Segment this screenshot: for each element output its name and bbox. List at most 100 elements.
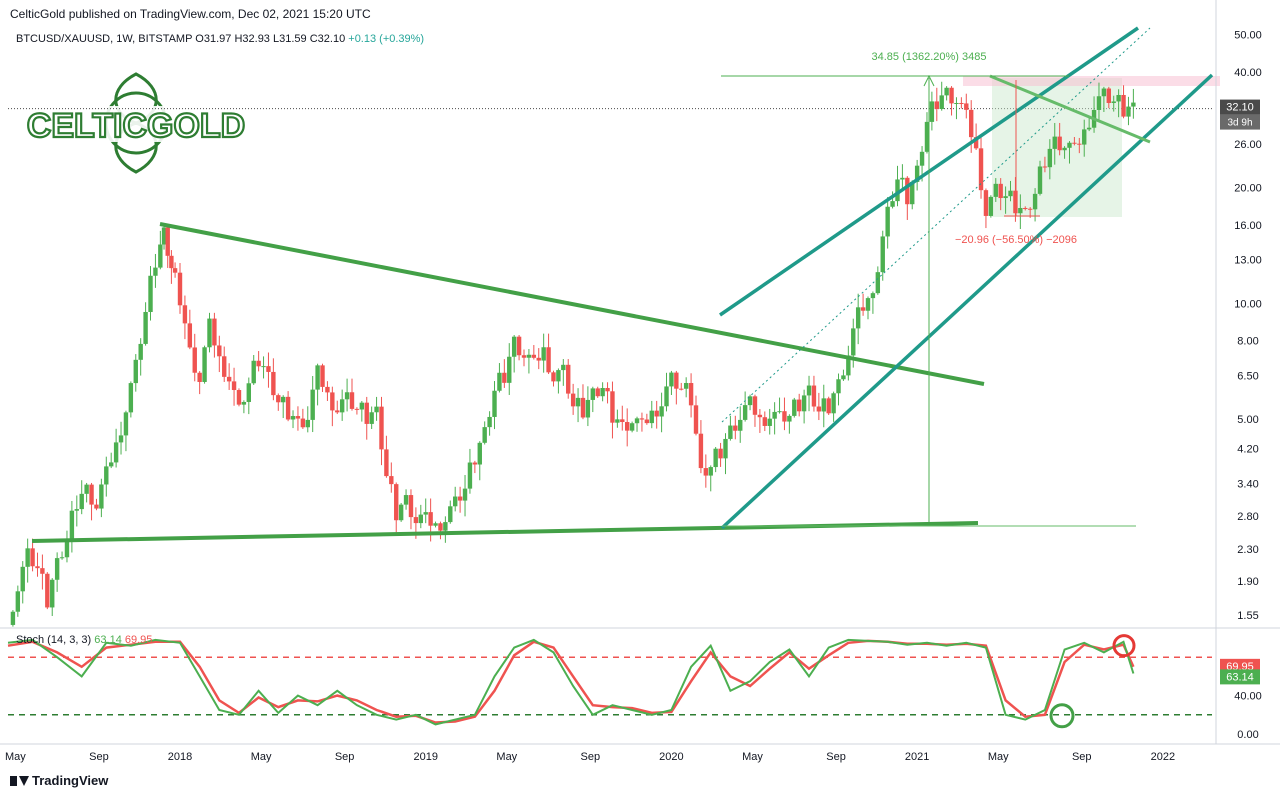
candle-body [1091, 109, 1097, 128]
candle-body [669, 372, 674, 387]
candle-body [895, 179, 900, 202]
candle-body [541, 347, 546, 361]
candle-body [394, 484, 399, 521]
candle-body [40, 568, 45, 574]
candle-body [290, 416, 296, 420]
candle-body [256, 360, 261, 367]
candle-body [792, 399, 797, 416]
stoch-k-tag [1220, 669, 1260, 685]
candle-body [236, 390, 242, 405]
candle-body [615, 419, 620, 423]
candle-body [64, 540, 70, 558]
candle-body [836, 379, 841, 394]
candle-body [1047, 148, 1053, 168]
candle-body [364, 402, 369, 424]
buy-signal-circle [1049, 703, 1075, 729]
stoch-d-value: 69.95 [124, 634, 153, 646]
candle-body [723, 438, 728, 459]
time-tick-label: Sep [581, 751, 601, 763]
candle-body [261, 366, 266, 368]
candle-body [546, 347, 551, 373]
candle-body [978, 148, 984, 191]
candle-body [1003, 196, 1008, 199]
candle-body [389, 476, 394, 485]
candle-body [762, 417, 767, 426]
time-tick-label: May [251, 751, 272, 763]
candle-body [1082, 129, 1087, 145]
candle-body [94, 504, 99, 509]
candle-body [202, 347, 207, 382]
candle-body [1126, 106, 1131, 117]
candle-body [905, 177, 910, 205]
candle-body [502, 372, 507, 383]
candle-body [222, 356, 227, 377]
time-tick-label: May [5, 751, 26, 763]
candle-body [325, 386, 330, 393]
candle-body [575, 397, 581, 407]
candle-body [403, 495, 409, 505]
candle-body [1052, 136, 1057, 149]
drawdown-box [992, 78, 1122, 217]
time-tick-label: Sep [89, 751, 109, 763]
candle-body [880, 236, 885, 273]
candle-body [472, 462, 478, 465]
candle-body [585, 399, 591, 418]
candle-body [1057, 136, 1062, 151]
candle-body [467, 462, 473, 489]
price-tag-box [1220, 99, 1260, 115]
candle-body [1111, 101, 1116, 104]
candle-body [374, 406, 379, 413]
candle-body [300, 418, 306, 428]
resistance-zone [963, 76, 1220, 86]
candle-body [718, 448, 723, 459]
candle-body [1042, 166, 1048, 168]
time-tick-label: May [988, 751, 1009, 763]
candle-body [929, 101, 935, 122]
brand-text: TradingView [32, 773, 109, 788]
candle-body [708, 467, 713, 476]
candle-body [855, 307, 861, 329]
candle-body [526, 354, 532, 358]
candle-body [934, 101, 939, 110]
candle-body [659, 406, 664, 417]
candle-body [531, 354, 537, 358]
time-tick-label: 2018 [168, 751, 192, 763]
candle-body [271, 371, 276, 396]
candle-body [634, 418, 640, 424]
open-value: O31.97 [195, 33, 232, 45]
candle-body [865, 298, 871, 311]
candle-body [570, 393, 576, 407]
stoch-k-value: 63.14 [94, 634, 122, 646]
candle-body [752, 396, 758, 415]
time-tick-label: 2020 [659, 751, 683, 763]
candle-body [231, 381, 237, 391]
candle-body [207, 318, 212, 348]
candle-body [384, 449, 389, 477]
tradingview-brand[interactable]: TradingView [10, 773, 108, 788]
candle-body [693, 405, 699, 434]
symbol-name[interactable]: BTCUSD/XAUUSD, 1W, BITSTAMP [16, 33, 193, 45]
stoch-k-line [7, 638, 1135, 726]
candle-body [556, 370, 561, 382]
candle-body [15, 591, 21, 612]
candle-body [733, 425, 738, 431]
candle-body [1027, 208, 1033, 210]
candle-body [511, 336, 517, 357]
low-value: L31.59 [273, 33, 307, 45]
candle-body [890, 201, 895, 207]
stoch-legend[interactable]: Stoch (14, 3, 3) 63.14 69.95 [16, 634, 152, 646]
price-tag-bg [1220, 99, 1260, 130]
close-value: C32.10 [309, 33, 346, 45]
candle-body [851, 328, 856, 356]
candle-body [1101, 88, 1107, 97]
candle-body [1062, 147, 1067, 151]
candle-body [482, 427, 487, 443]
gain-annotation: 34.85 (1362.20%) 3485 [872, 51, 987, 63]
publish-info: CelticGold published on TradingView.com,… [10, 7, 371, 21]
logo-text: CELTICGOLD [27, 107, 245, 145]
change-value: +0.13 (+0.39%) [348, 33, 425, 45]
stoch-d-line [7, 639, 1135, 724]
candle-body [973, 137, 979, 149]
price-tick-label: 8.00 [1237, 336, 1258, 348]
price-tick-label: 1.90 [1237, 576, 1258, 588]
